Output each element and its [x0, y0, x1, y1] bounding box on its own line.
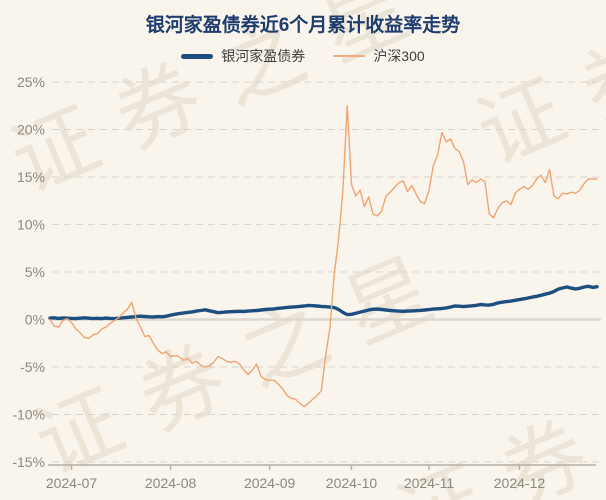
csi300-line-swatch [333, 55, 366, 57]
x-tick-label: 2024-09 [244, 475, 296, 491]
y-tick-label: 20% [17, 121, 45, 137]
x-tick-label: 2024-12 [494, 475, 546, 491]
y-tick-label: 25% [17, 74, 45, 90]
x-tick-label: 2024-08 [145, 475, 197, 491]
y-tick-label: -15% [12, 454, 45, 470]
fund-line-swatch [181, 53, 214, 59]
legend-item-csi300[interactable]: 沪深300 [333, 46, 425, 66]
series-line-fund[interactable] [48, 284, 599, 321]
series-line-csi300[interactable] [49, 105, 598, 408]
y-tick-label: 15% [17, 169, 45, 185]
x-tick-label: 2024-11 [404, 475, 455, 491]
chart-legend: 银河家盈债券 沪深300 [0, 46, 606, 66]
y-tick-label: -5% [20, 359, 45, 375]
chart-title: 银河家盈债券近6个月累计收益率走势 [145, 15, 461, 36]
x-tick-label: 2024-07 [46, 475, 98, 491]
y-tick-label: 5% [25, 264, 45, 280]
y-tick-label: 0% [25, 311, 45, 327]
legend-label-fund: 银河家盈债券 [221, 48, 306, 64]
y-tick-label: -10% [12, 406, 45, 422]
x-tick-label: 2024-10 [326, 475, 378, 491]
legend-label-csi300: 沪深300 [373, 48, 425, 64]
y-tick-label: 10% [17, 216, 45, 232]
legend-item-fund[interactable]: 银河家盈债券 [181, 46, 305, 66]
